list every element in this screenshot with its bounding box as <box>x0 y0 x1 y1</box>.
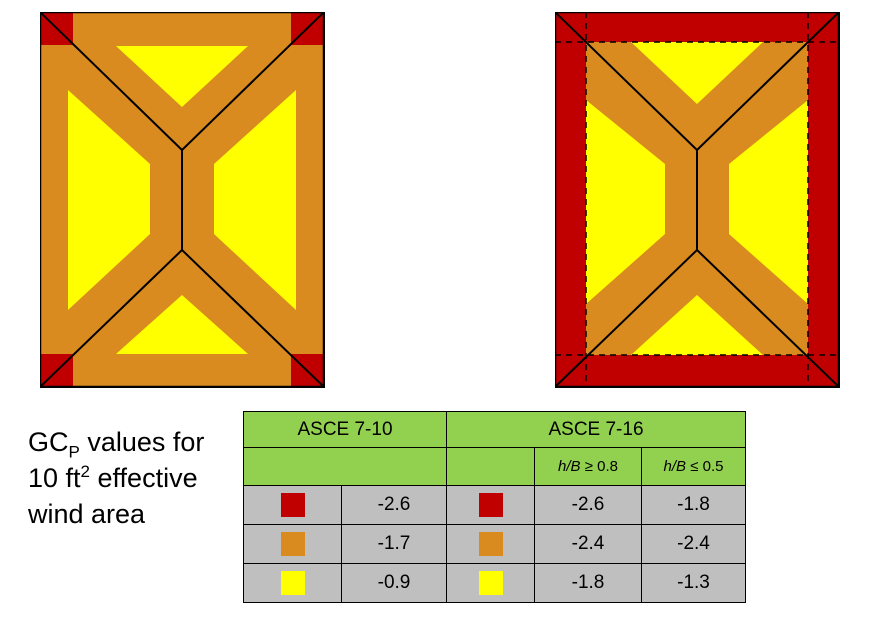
value-cell: -0.9 <box>341 563 447 603</box>
swatch-cell <box>243 563 342 603</box>
table-row: -1.7 -2.4 -2.4 <box>243 524 746 564</box>
table-subheader-row: h/B ≥ 0.8 h/B ≤ 0.5 <box>243 447 746 486</box>
interior-zone-left <box>68 90 150 310</box>
value-cell: -2.6 <box>341 485 447 525</box>
interior-zone-top <box>116 46 248 107</box>
table-row: -0.9 -1.8 -1.3 <box>243 563 746 603</box>
interior-zone-right <box>214 90 296 310</box>
table-header-row: ASCE 7-10 ASCE 7-16 <box>243 411 746 448</box>
value-cell: -2.4 <box>534 524 642 564</box>
table-row: -2.6 -2.6 -1.8 <box>243 485 746 525</box>
subheader-hb-le-0-5: h/B ≤ 0.5 <box>641 447 746 486</box>
corner-zone-swatch <box>478 493 503 517</box>
edge-zone-swatch <box>280 532 305 556</box>
interior-zone-right <box>729 100 808 304</box>
value-cell: -1.3 <box>641 563 746 603</box>
swatch-cell <box>243 524 342 564</box>
interior-zone-swatch <box>280 571 305 595</box>
value-cell: -2.4 <box>641 524 746 564</box>
interior-zone-left <box>586 100 665 304</box>
header-asce-7-16: ASCE 7-16 <box>446 411 746 448</box>
interior-zone-bottom <box>631 295 763 355</box>
interior-zone-bottom <box>116 295 248 354</box>
caption: GCP values for 10 ft2 effective wind are… <box>28 424 204 532</box>
swatch-cell <box>446 524 535 564</box>
swatch-cell <box>446 485 535 525</box>
interior-zone-swatch <box>478 571 503 595</box>
subheader-hb-ge-0-8: h/B ≥ 0.8 <box>534 447 642 486</box>
subheader-empty-716 <box>446 447 535 486</box>
corner-zone-swatch <box>280 493 305 517</box>
caption-line-2: 10 ft2 effective <box>28 462 198 493</box>
interior-zone-top <box>631 42 763 104</box>
edge-zone-swatch <box>478 532 503 556</box>
value-cell: -1.8 <box>534 563 642 603</box>
swatch-cell <box>446 563 535 603</box>
roof-zone-diagram-asce-7-10 <box>40 12 325 388</box>
gcp-values-table: ASCE 7-10 ASCE 7-16 h/B ≥ 0.8 h/B ≤ 0.5 … <box>243 411 746 603</box>
value-cell: -1.7 <box>341 524 447 564</box>
caption-line-1: GCP values for <box>28 427 205 462</box>
value-cell: -1.8 <box>641 485 746 525</box>
subheader-empty-710 <box>243 447 447 486</box>
roof-zone-diagram-asce-7-16 <box>555 12 840 388</box>
caption-line-3: wind area <box>28 499 146 529</box>
swatch-cell <box>243 485 342 525</box>
header-asce-7-10: ASCE 7-10 <box>243 411 447 448</box>
value-cell: -2.6 <box>534 485 642 525</box>
